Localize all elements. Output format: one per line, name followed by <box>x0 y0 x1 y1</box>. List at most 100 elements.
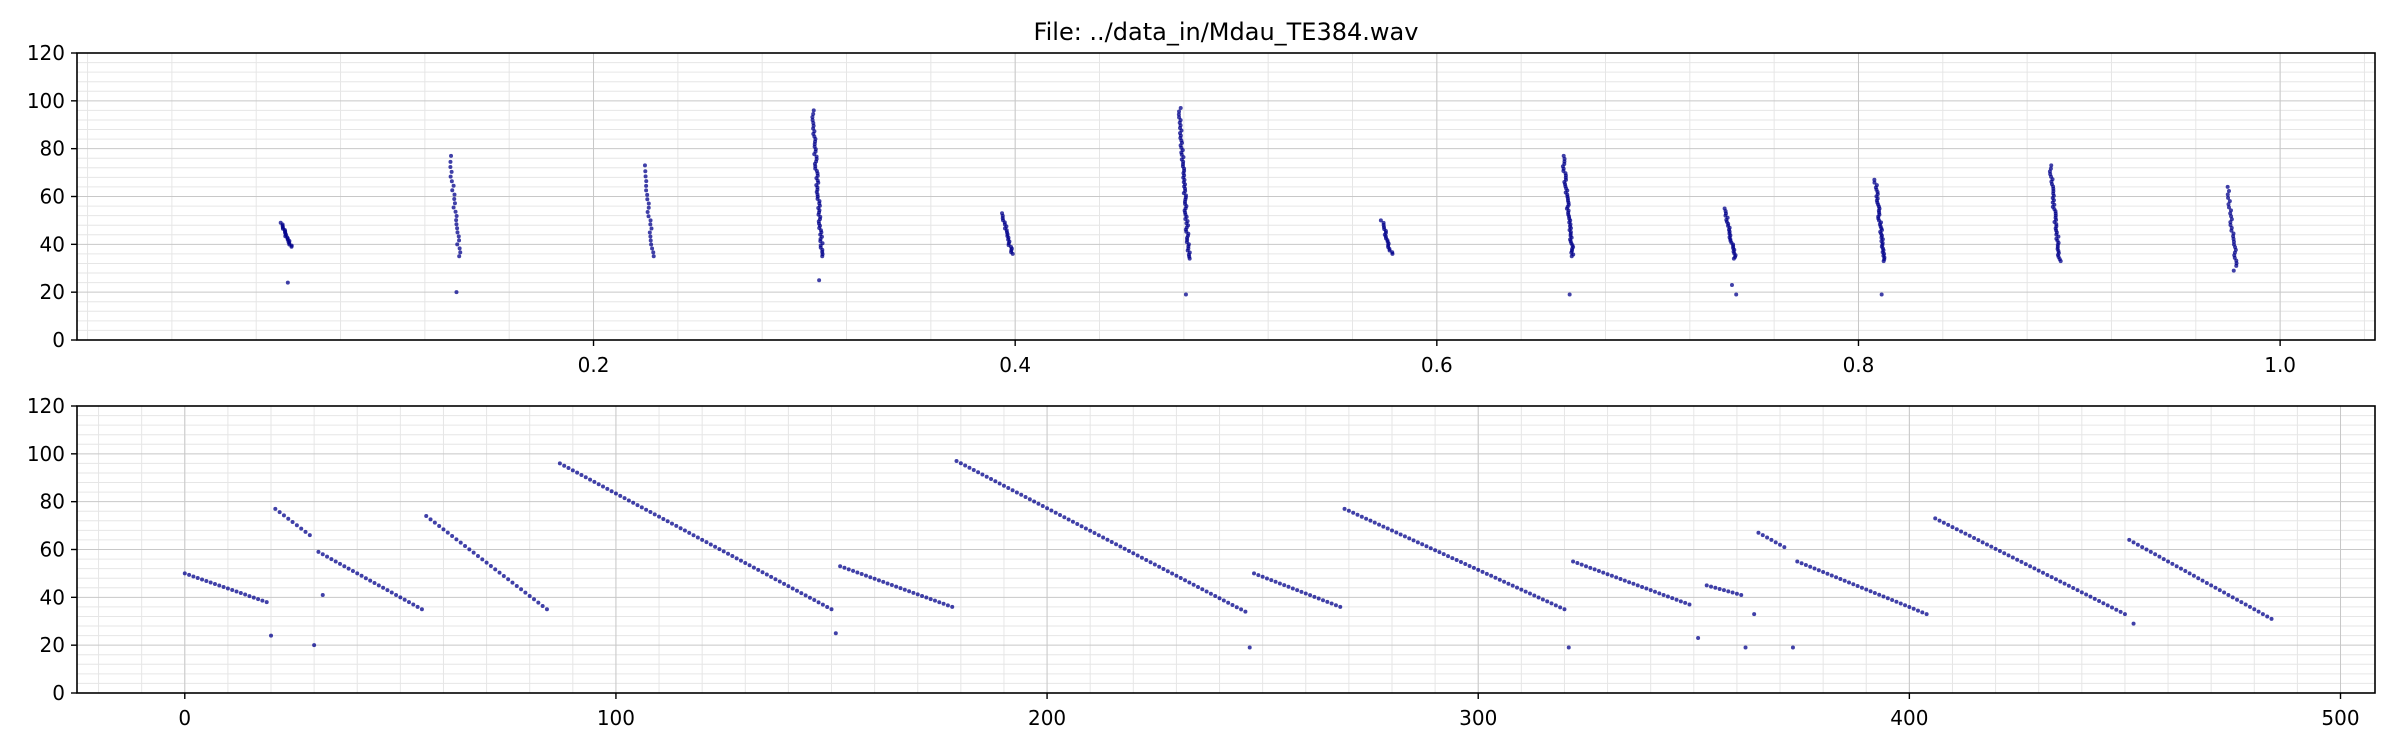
bottom-data-point <box>256 597 261 602</box>
top-data-point <box>449 169 454 174</box>
bottom-data-point <box>2122 612 2127 617</box>
bottom-data-point <box>333 559 338 564</box>
bottom-data-point <box>195 575 200 580</box>
top-data-point <box>643 169 648 174</box>
top-data-point <box>648 218 653 223</box>
bottom-data-point <box>463 544 468 548</box>
bottom-data-point <box>2084 592 2089 597</box>
bottom-data-point <box>1157 564 1162 569</box>
bottom-data-point <box>1394 530 1399 535</box>
bottom-data-point <box>1924 612 1929 617</box>
bottom-data-point <box>876 578 881 583</box>
bottom-data-point <box>1920 610 1925 615</box>
bottom-data-point <box>406 600 411 605</box>
bottom-data-point <box>1411 538 1416 543</box>
bottom-data-point <box>993 479 998 484</box>
bottom-data-point <box>1545 599 1550 604</box>
bottom-data-point <box>329 557 334 562</box>
top-data-point <box>645 197 650 202</box>
bottom-data-point <box>1053 510 1058 515</box>
bottom-data-point <box>497 570 502 575</box>
bottom-data-point <box>2028 564 2033 569</box>
top-data-point <box>642 163 647 168</box>
bottom-data-point <box>1851 582 1856 587</box>
bottom-data-point <box>1174 573 1179 578</box>
bottom-data-point <box>532 597 537 602</box>
bottom-data-point <box>618 493 623 498</box>
bottom-y-tick-label: 0 <box>52 681 65 705</box>
bottom-data-point <box>907 589 912 594</box>
bottom-data-point <box>432 520 437 525</box>
bottom-data-point <box>1618 577 1623 581</box>
bottom-data-point <box>1890 598 1895 603</box>
bottom-data-point <box>527 593 532 598</box>
bottom-data-point <box>1894 599 1899 604</box>
bottom-data-point <box>1812 566 1817 571</box>
bottom-data-point <box>415 604 420 609</box>
bottom-data-point <box>2174 564 2179 569</box>
bottom-data-point <box>945 603 950 608</box>
bottom-data-point <box>1756 530 1761 535</box>
bottom-data-point <box>1959 529 1964 534</box>
bottom-data-point <box>260 598 265 603</box>
bottom-data-point <box>764 572 769 577</box>
bottom-data-point <box>1773 540 1778 545</box>
bottom-data-point <box>1441 552 1446 557</box>
bottom-data-point <box>626 498 631 503</box>
bottom-data-point <box>277 510 282 515</box>
bottom-data-point <box>1131 551 1136 556</box>
bottom-data-point <box>816 600 821 605</box>
bottom-data-point <box>1967 533 1972 538</box>
bottom-data-point <box>506 577 511 582</box>
bottom-data-point <box>1377 522 1382 527</box>
bottom-data-point <box>1049 508 1054 513</box>
bottom-data-point <box>682 528 687 533</box>
top-data-point <box>1187 256 1192 261</box>
bottom-data-point <box>678 526 683 531</box>
bottom-data-point <box>2019 559 2024 564</box>
bottom-data-point <box>523 590 528 595</box>
top-data-point <box>1178 106 1183 111</box>
top-data-point <box>448 174 453 179</box>
bottom-data-point <box>1989 544 1994 549</box>
bottom-data-point <box>316 549 321 554</box>
bottom-data-point <box>717 547 722 552</box>
bottom-data-point <box>1502 579 1507 584</box>
bottom-data-point <box>1342 506 1347 511</box>
top-data-point <box>452 192 457 197</box>
bottom-data-point <box>963 463 968 468</box>
bottom-data-point <box>1648 588 1653 593</box>
bottom-data-point <box>1165 569 1170 574</box>
top-data-point <box>450 188 455 193</box>
bottom-data-point <box>350 569 355 574</box>
top-data-point <box>1734 292 1739 297</box>
top-x-tick-label: 0.8 <box>1843 353 1875 377</box>
bottom-data-point <box>2088 594 2093 599</box>
bottom-data-point <box>2204 580 2209 585</box>
bottom-data-point <box>2015 557 2020 562</box>
top-data-point <box>455 226 460 231</box>
bottom-data-point <box>1717 586 1722 591</box>
bottom-data-point <box>368 578 373 583</box>
bottom-data-point <box>1446 554 1451 559</box>
bottom-data-point <box>863 573 868 578</box>
bottom-data-point <box>394 592 399 597</box>
bottom-data-point <box>1721 588 1726 593</box>
bottom-data-point <box>958 461 963 466</box>
bottom-data-point <box>1765 535 1770 540</box>
bottom-data-point <box>976 470 981 475</box>
bottom-data-point <box>1312 594 1317 599</box>
bottom-data-point <box>803 593 808 598</box>
bottom-data-point <box>2062 581 2067 586</box>
bottom-data-point <box>1083 526 1088 531</box>
bottom-data-point <box>510 580 515 585</box>
bottom-data-point <box>1739 592 1744 597</box>
bottom-data-point <box>881 579 886 584</box>
bottom-data-point <box>738 558 743 563</box>
top-data-point <box>2226 189 2231 193</box>
bottom-data-point <box>1234 605 1239 610</box>
bottom-data-point <box>1269 578 1274 583</box>
bottom-data-point <box>924 595 929 600</box>
bottom-data-point <box>1842 578 1847 583</box>
